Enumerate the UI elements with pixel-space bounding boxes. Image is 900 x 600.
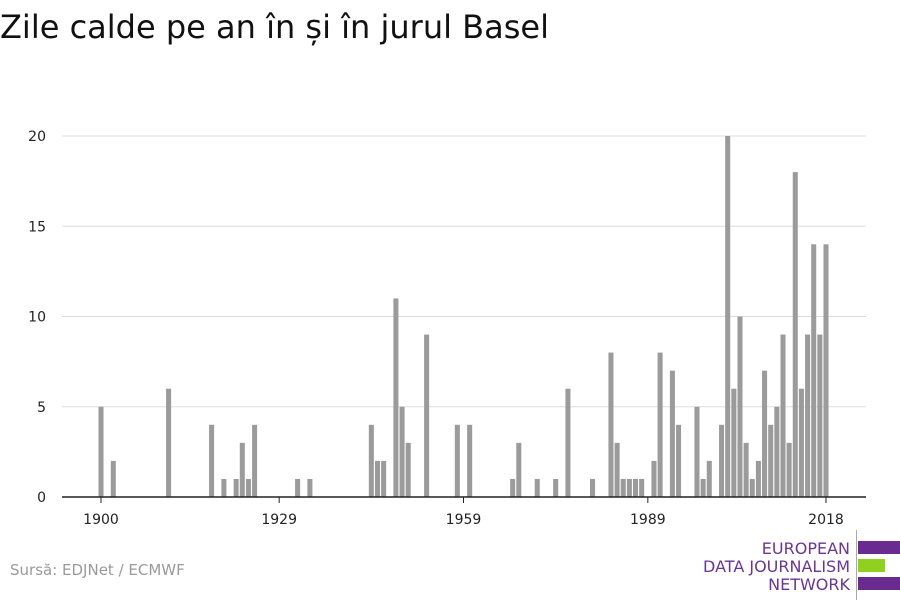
bar (295, 478, 301, 497)
bar (731, 388, 737, 497)
bar (510, 478, 516, 497)
bar (768, 424, 774, 497)
bar (798, 388, 804, 497)
logo-bar-green (858, 559, 885, 572)
y-tick-label: 20 (28, 129, 46, 145)
bar (823, 244, 829, 497)
source-note: Sursă: EDJNet / ECMWF (10, 561, 185, 579)
bar (98, 406, 104, 497)
bar (639, 478, 645, 497)
logo-line-3: NETWORK (768, 575, 850, 594)
bar (669, 370, 675, 497)
bar (239, 442, 245, 497)
x-tick-label: 2018 (808, 512, 844, 528)
bar (110, 460, 116, 497)
bar (166, 388, 172, 497)
chart-title: Zile calde pe an în și în jurul Basel (0, 8, 549, 46)
bar (608, 352, 614, 497)
bar (762, 370, 768, 497)
x-tick-label: 1959 (446, 512, 482, 528)
bar (221, 478, 227, 497)
bars (98, 136, 829, 497)
bar (805, 334, 811, 497)
edjnet-logo: EUROPEAN DATA JOURNALISM NETWORK (700, 530, 900, 600)
bar (209, 424, 215, 497)
bar (676, 424, 682, 497)
bar (657, 352, 663, 497)
y-tick-label: 5 (37, 400, 46, 416)
bar (786, 442, 792, 497)
y-tick-label: 10 (28, 310, 46, 326)
bar (651, 460, 657, 497)
bar (737, 316, 743, 497)
bar (614, 442, 620, 497)
x-axis-ticks: 1900 1929 1959 1989 2018 (83, 497, 844, 528)
bar (780, 334, 786, 497)
bar (811, 244, 817, 497)
logo-line-2: DATA JOURNALISM (703, 557, 850, 576)
logo-divider (856, 530, 857, 600)
bar (553, 478, 559, 497)
logo-bar-purple-top (858, 541, 900, 554)
bar (424, 334, 430, 497)
bar (749, 478, 755, 497)
bar (743, 442, 749, 497)
gridlines (62, 135, 866, 408)
bar (393, 298, 399, 497)
x-tick-label: 1900 (83, 512, 119, 528)
bar (233, 478, 239, 497)
y-tick-label: 15 (28, 219, 46, 235)
bar (399, 406, 405, 497)
y-tick-label: 0 (37, 490, 46, 506)
bar (307, 478, 313, 497)
bar (817, 334, 823, 497)
x-tick-label: 1929 (261, 512, 297, 528)
bar (774, 406, 780, 497)
bar (706, 460, 712, 497)
bar (534, 478, 540, 497)
bar (755, 460, 761, 497)
bar (626, 478, 632, 497)
bar (374, 460, 381, 497)
bar (792, 172, 798, 497)
bar (454, 424, 460, 497)
x-tick-label: 1989 (630, 512, 666, 528)
bar (565, 388, 571, 497)
bar (620, 478, 626, 497)
bar (381, 460, 387, 497)
bar (245, 478, 251, 497)
bar (694, 406, 700, 497)
bar (725, 136, 731, 497)
logo-bar-purple-bottom (858, 577, 900, 590)
bar (700, 478, 706, 497)
bar (368, 424, 374, 497)
bar (719, 424, 725, 497)
bar (405, 442, 411, 497)
logo-line-1: EUROPEAN (761, 539, 850, 558)
bar (467, 424, 473, 497)
bar (252, 424, 258, 497)
bar (590, 478, 596, 497)
bar (633, 478, 639, 497)
y-axis-ticks: 0 5 10 15 20 (28, 129, 46, 506)
bar (516, 442, 522, 497)
